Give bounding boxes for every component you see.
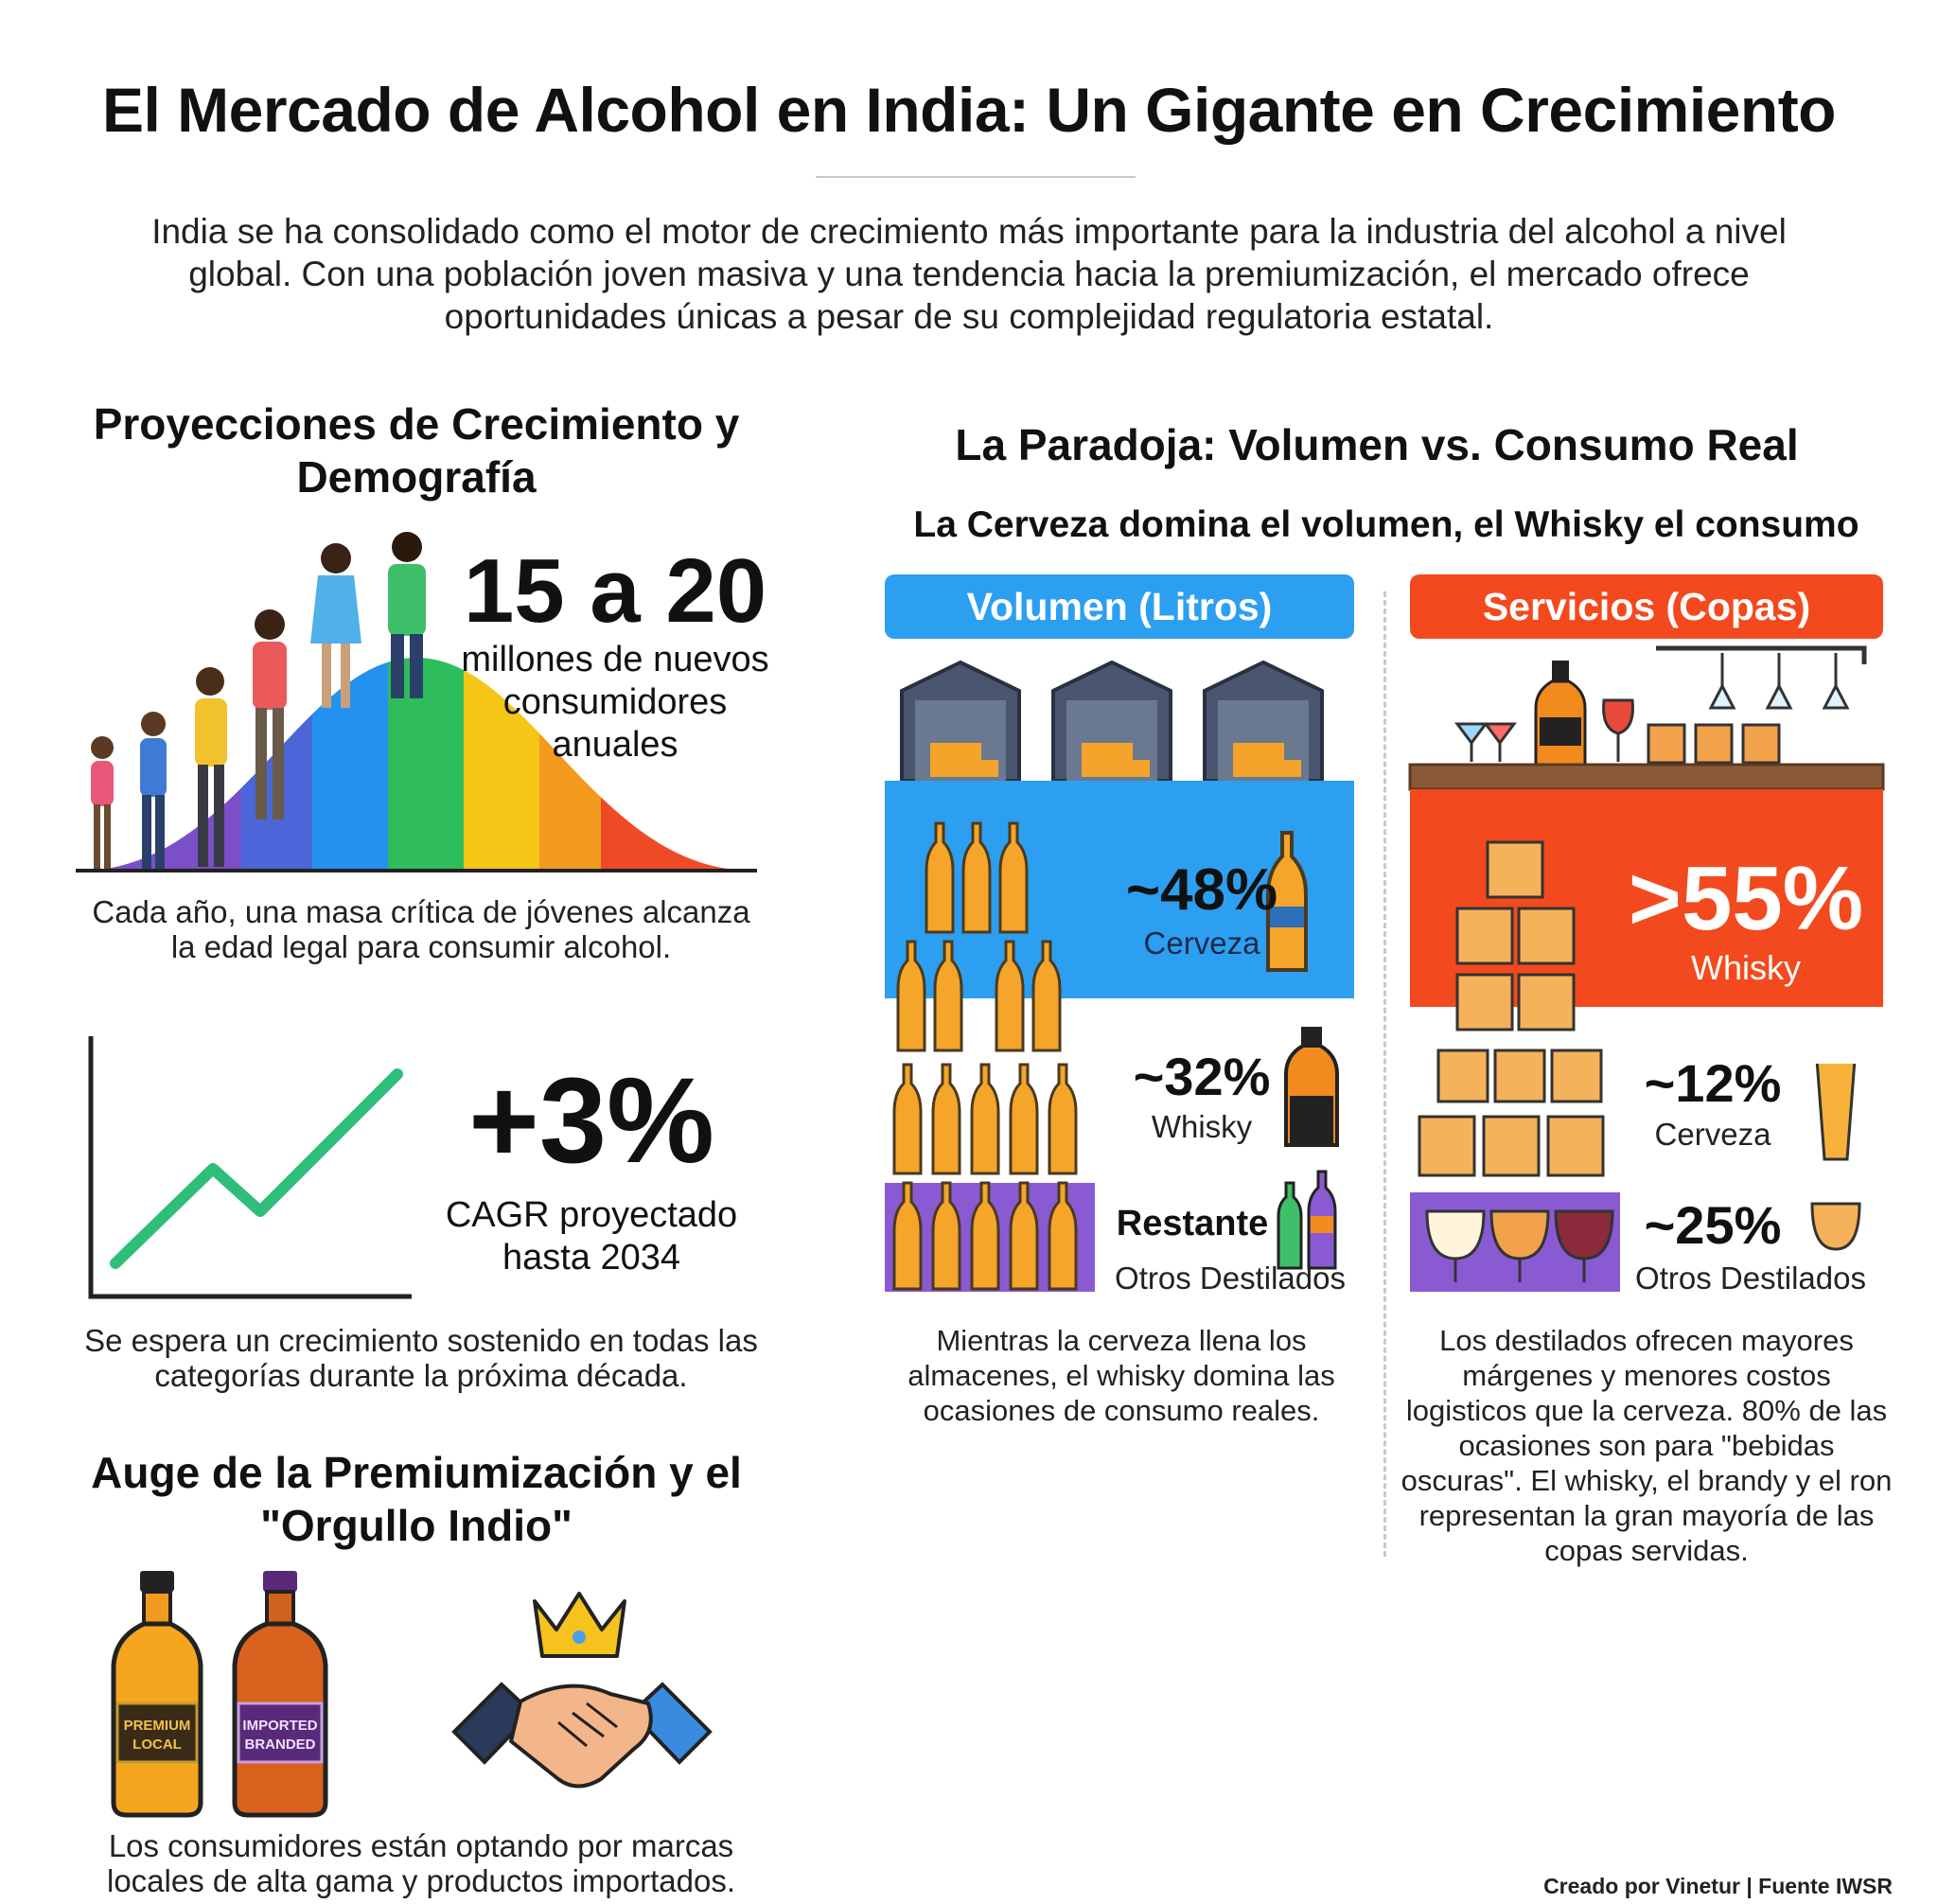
column-divider xyxy=(1383,591,1386,1557)
volume-banner: Volumen (Litros) xyxy=(885,574,1354,639)
paradox-subheading: La Cerveza domina el volumen, el Whisky … xyxy=(913,504,1859,545)
intro-paragraph: India se ha consolidado como el motor de… xyxy=(151,212,1787,336)
hanging-glasses-icon xyxy=(1708,653,1850,710)
svg-text:BRANDED: BRANDED xyxy=(245,1737,316,1753)
volume-whisky-label: Whisky xyxy=(1151,1109,1253,1144)
bottles-icon: PREMIUM LOCAL IMPORTED BRANDED xyxy=(111,1571,328,1818)
title-divider xyxy=(816,176,1136,178)
volume-rest-label: Otros Destilados xyxy=(1115,1261,1346,1296)
cagr-caption: Se espera un crecimiento sostenido en to… xyxy=(84,1323,758,1393)
wine-glasses-icon xyxy=(1425,1209,1614,1282)
consumers-caption: Cada año, una masa crítica de jóvenes al… xyxy=(92,894,750,964)
volume-warehouse-graphic xyxy=(885,660,1354,1292)
servings-beer-label: Cerveza xyxy=(1654,1117,1771,1152)
servings-bar-graphic xyxy=(1408,645,1885,1292)
paradox-heading: La Paradoja: Volumen vs. Consumo Real xyxy=(955,420,1799,469)
volume-whisky-pct: ~32% xyxy=(1133,1047,1271,1106)
person-icon xyxy=(91,736,114,869)
servings-whisky-label: Whisky xyxy=(1691,948,1801,987)
servings-beer-pct: ~12% xyxy=(1644,1053,1782,1113)
page-title: El Mercado de Alcohol en India: Un Gigan… xyxy=(101,75,1837,145)
volume-rest-pct: Restante xyxy=(1116,1204,1269,1243)
premium-heading: Auge de la Premiumización y el "Orgullo … xyxy=(91,1448,742,1550)
warehouse-icon xyxy=(900,660,1021,783)
handshake-crown-icon xyxy=(451,1592,713,1789)
cagr-label: CAGR proyectado hasta 2034 xyxy=(445,1195,738,1278)
volume-caption: Mientras la cerveza llena los almacenes,… xyxy=(907,1324,1335,1427)
premium-caption: Los consumidores están optando por marca… xyxy=(106,1828,736,1898)
bottle-imported-branded-label: IMPORTED xyxy=(242,1718,317,1734)
consumers-label: millones de nuevos consumidores anuales xyxy=(461,640,769,765)
servings-rest-label: Otros Destilados xyxy=(1635,1261,1866,1296)
volume-beer-label: Cerveza xyxy=(1143,926,1260,961)
servings-whisky-pct: >55% xyxy=(1628,848,1864,949)
growth-line-icon xyxy=(88,1036,412,1299)
whisky-bottle-icon xyxy=(1284,1027,1339,1147)
snifter-glass-icon xyxy=(1810,1202,1861,1251)
growth-heading: Proyecciones de Crecimiento y Demografía xyxy=(93,399,740,502)
source-credit: Creado por Vinetur | Fuente IWSR xyxy=(1543,1874,1893,1898)
servings-rest-pct: ~25% xyxy=(1644,1195,1782,1255)
svg-text:LOCAL: LOCAL xyxy=(132,1737,182,1753)
small-bottles-icon xyxy=(1277,1170,1337,1270)
beer-glass-icon xyxy=(1815,1058,1857,1161)
bell-curve-people-icon xyxy=(76,532,757,873)
consumers-value: 15 a 20 xyxy=(463,540,767,642)
cagr-value: +3% xyxy=(468,1053,714,1189)
servings-banner: Servicios (Copas) xyxy=(1410,574,1883,639)
volume-beer-pct: ~48% xyxy=(1125,857,1278,923)
bottle-premium-local-label: PREMIUM xyxy=(124,1718,191,1734)
beer-bottle-icon xyxy=(1266,831,1308,972)
beer-bottles-icon xyxy=(892,821,1078,1291)
servings-caption: Los destilados ofrecen mayores márgenes … xyxy=(1401,1324,1893,1567)
whisky-glasses-icon xyxy=(1418,840,1605,1177)
